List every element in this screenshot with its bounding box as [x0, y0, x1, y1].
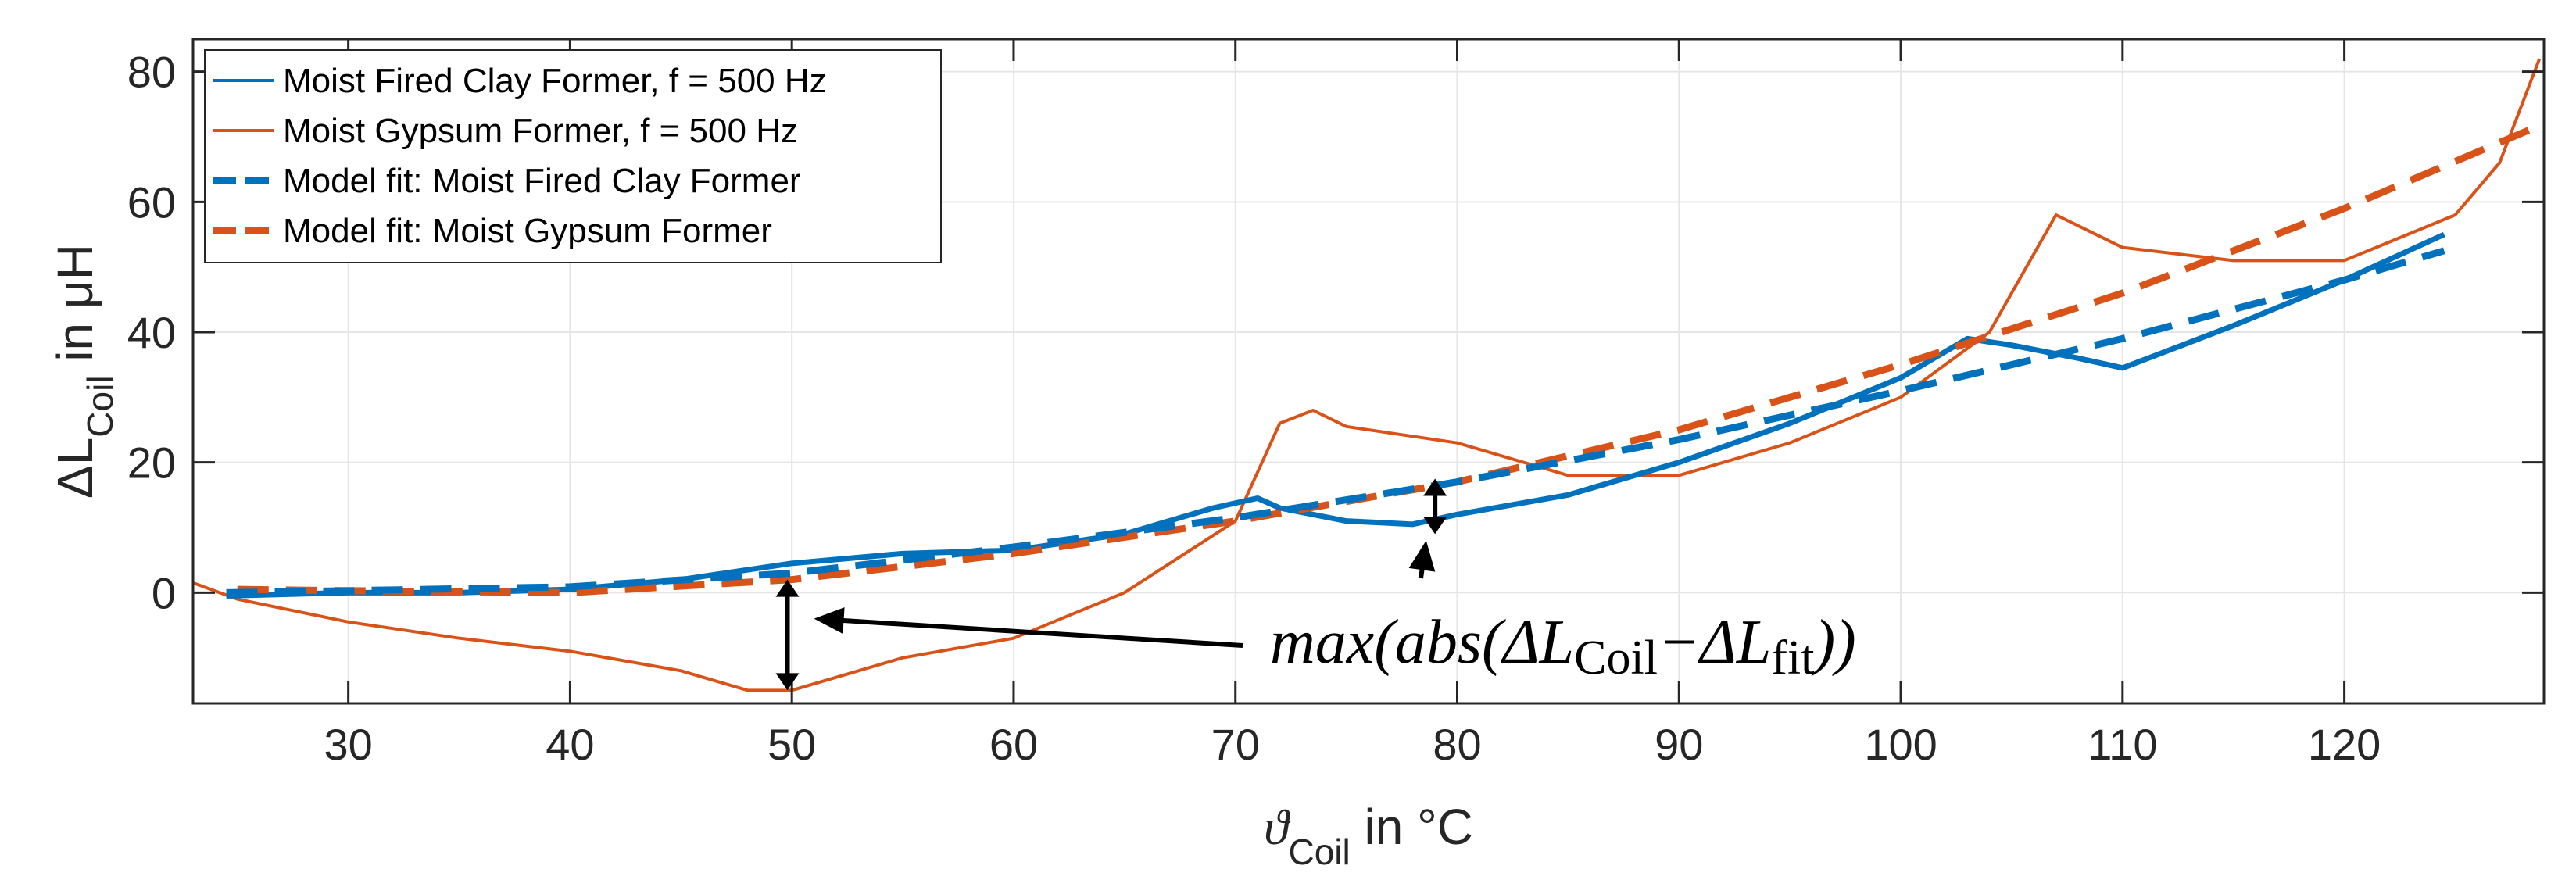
- arrow-head: [775, 673, 800, 691]
- y-axis-label: ΔLCoil in μH: [47, 244, 120, 499]
- series-line-2: [192, 58, 2542, 692]
- pointer-arrow-head: [814, 607, 845, 635]
- x-tick-label: 80: [1433, 720, 1481, 769]
- x-tick-label: 70: [1211, 720, 1260, 769]
- annotation-text: max(abs(ΔLCoil−ΔLfit)): [1270, 608, 1856, 685]
- arrow-head: [1423, 517, 1447, 535]
- annotation-text-sub2: fit: [1771, 631, 1814, 685]
- annotation-text-end: )): [1812, 608, 1856, 677]
- data-lines: [192, 58, 2546, 692]
- x-axis-label-sub: Coil: [1288, 832, 1350, 872]
- y-tick-label: 80: [127, 48, 176, 97]
- legend-box: [204, 49, 942, 263]
- legend: Moist Fired Clay Former, f = 500 Hz Moist…: [204, 49, 942, 263]
- pointer-arrow-1: [837, 617, 1243, 648]
- legend-label-4: Model fit: Moist Gypsum Former: [283, 212, 772, 250]
- annotation: max(abs(ΔLCoil−ΔLfit)): [775, 478, 1856, 691]
- y-axis-label-main: ΔL: [47, 438, 103, 499]
- tick-labels: 30 40 50 60 70 80 90 100 110 120 0 20 40 60 80: [127, 48, 2381, 769]
- x-axis-label-main: ϑ: [1264, 799, 1291, 855]
- x-tick-label: 30: [324, 720, 372, 769]
- x-tick-label: 120: [2308, 720, 2381, 769]
- y-tick-label: 0: [152, 568, 176, 617]
- x-tick-label: 60: [989, 720, 1038, 769]
- series-line-3: [226, 247, 2445, 596]
- y-axis-label-rest: in μH: [47, 244, 103, 375]
- x-tick-label: 90: [1655, 720, 1703, 769]
- pointer-arrow-head: [1408, 540, 1436, 572]
- arrow-head: [775, 579, 800, 597]
- annotation-text-main: max(abs(ΔL: [1270, 608, 1574, 677]
- legend-label-3: Model fit: Moist Fired Clay Former: [283, 162, 801, 200]
- x-tick-label: 110: [2088, 720, 2157, 769]
- y-axis-label-sub: Coil: [80, 375, 120, 437]
- legend-label-2: Moist Gypsum Former, f = 500 Hz: [283, 112, 798, 150]
- x-axis-label-rest: in °C: [1351, 799, 1473, 855]
- y-tick-label: 60: [127, 177, 176, 227]
- arrow-head: [1423, 478, 1447, 496]
- y-tick-label: 40: [127, 308, 176, 357]
- annotation-text-sub1: Coil: [1574, 631, 1658, 685]
- x-tick-label: 40: [546, 720, 594, 769]
- legend-label-1: Moist Fired Clay Former, f = 500 Hz: [283, 62, 827, 100]
- x-tick-label: 100: [1864, 720, 1937, 769]
- x-tick-label: 50: [767, 720, 816, 769]
- legend-items: Moist Fired Clay Former, f = 500 Hz Moist…: [213, 62, 827, 250]
- annotation-arrows: [775, 478, 1447, 691]
- series-line-1: [226, 231, 2445, 599]
- axes-box: [191, 38, 2546, 705]
- annotation-text-mid: −ΔL: [1658, 608, 1771, 677]
- x-axis-label: ϑCoil in °C: [1264, 799, 1473, 872]
- y-tick-label: 20: [127, 438, 176, 488]
